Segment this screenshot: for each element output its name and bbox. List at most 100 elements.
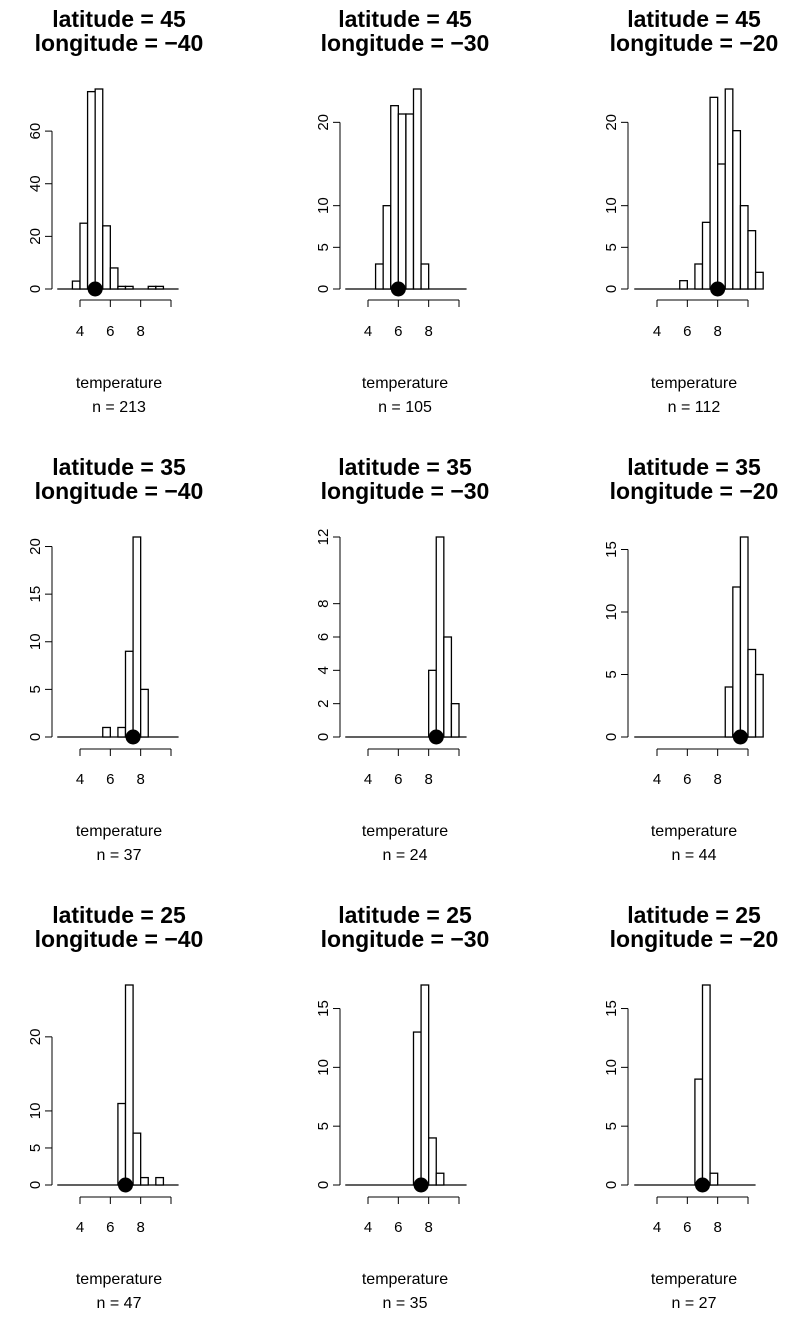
- histogram-bar: [435, 1172, 445, 1186]
- y-tick-label: 60: [27, 123, 44, 140]
- histogram-bar: [709, 1172, 719, 1186]
- histogram-bar: [155, 285, 165, 290]
- histogram-bar: [420, 984, 430, 1186]
- histogram-bar: [102, 726, 111, 738]
- histogram-bar: [428, 669, 437, 738]
- y-tick-label: 5: [603, 670, 620, 678]
- mean-marker: [390, 281, 406, 297]
- panel-title-longitude: longitude = −30: [321, 30, 490, 56]
- histogram-bar: [117, 726, 127, 738]
- y-tick-label: 5: [315, 243, 332, 251]
- panel-title-longitude: longitude = −30: [321, 926, 490, 952]
- histogram-bar: [405, 113, 415, 290]
- x-axis-label: temperature: [362, 823, 448, 840]
- x-tick-label: 4: [653, 323, 661, 340]
- y-tick-label: 0: [315, 1181, 332, 1189]
- panel-title-longitude: longitude = −20: [610, 478, 779, 504]
- x-axis-label: temperature: [651, 375, 737, 392]
- x-tick-label: 4: [76, 1219, 84, 1236]
- panel-title-longitude: longitude = −40: [35, 30, 204, 56]
- y-tick-label: 10: [603, 1059, 620, 1076]
- x-tick-label: 4: [653, 771, 661, 788]
- panel-title-latitude: latitude = 25: [338, 902, 472, 928]
- sample-size-label: n = 213: [92, 399, 146, 416]
- x-tick-label: 8: [136, 323, 144, 340]
- x-tick-label: 6: [394, 323, 402, 340]
- histogram-bar: [132, 536, 142, 738]
- y-tick-label: 5: [603, 1122, 620, 1130]
- y-tick-label: 12: [315, 529, 332, 546]
- histogram-bar: [94, 88, 104, 290]
- histogram-bar: [747, 648, 757, 738]
- histogram-bar: [124, 650, 134, 738]
- histogram-bar: [754, 673, 764, 738]
- x-tick-label: 8: [424, 323, 432, 340]
- histogram-bar: [155, 1176, 165, 1186]
- histogram-bar: [412, 1031, 422, 1186]
- y-tick-label: 15: [603, 541, 620, 558]
- histogram-bar: [86, 90, 96, 290]
- y-tick-label: 20: [27, 228, 44, 245]
- x-tick-label: 6: [683, 1219, 691, 1236]
- sample-size-label: n = 112: [668, 399, 721, 416]
- y-tick-label: 2: [315, 699, 332, 707]
- x-tick-label: 4: [76, 771, 84, 788]
- histogram-bar: [443, 636, 453, 738]
- histogram-bar: [412, 88, 422, 290]
- histogram-bar: [71, 280, 81, 290]
- histogram-bar: [717, 163, 726, 290]
- x-tick-label: 8: [424, 1219, 432, 1236]
- mean-marker: [732, 729, 748, 745]
- x-tick-label: 6: [106, 1219, 114, 1236]
- histogram-bar: [701, 984, 711, 1186]
- histogram-bar: [747, 230, 757, 290]
- histogram-bar: [102, 225, 111, 290]
- x-tick-label: 4: [76, 323, 84, 340]
- panel-title-latitude: latitude = 45: [627, 6, 761, 32]
- x-tick-label: 6: [394, 771, 402, 788]
- panel-title-longitude: longitude = −20: [610, 926, 779, 952]
- histogram-bar: [739, 536, 749, 738]
- histogram-bar: [79, 222, 89, 290]
- histogram-bar: [732, 130, 742, 290]
- histogram-bar: [724, 686, 734, 738]
- y-tick-label: 5: [27, 1144, 44, 1152]
- histogram-bar: [374, 263, 384, 290]
- y-tick-label: 0: [315, 285, 332, 293]
- histogram-bar: [117, 285, 127, 290]
- x-axis-label: temperature: [76, 1271, 162, 1288]
- x-tick-label: 8: [713, 323, 721, 340]
- y-tick-label: 10: [27, 1103, 44, 1120]
- y-tick-label: 10: [315, 197, 332, 214]
- histogram-bar: [679, 280, 688, 290]
- y-tick-label: 0: [27, 733, 44, 741]
- sample-size-label: n = 105: [378, 399, 432, 416]
- x-tick-label: 6: [394, 1219, 402, 1236]
- x-axis-label: temperature: [362, 375, 448, 392]
- histogram-bar: [382, 205, 392, 290]
- histogram-bar: [754, 271, 764, 290]
- y-tick-label: 5: [315, 1122, 332, 1130]
- histogram-bar: [140, 688, 149, 738]
- histogram-bar: [694, 263, 704, 290]
- y-tick-label: 0: [603, 733, 620, 741]
- mean-marker: [125, 729, 141, 745]
- panel-title-longitude: longitude = −40: [35, 478, 204, 504]
- histogram-bar: [124, 285, 134, 290]
- y-tick-label: 0: [27, 1181, 44, 1189]
- y-tick-label: 5: [603, 243, 620, 251]
- panel-title-latitude: latitude = 25: [627, 902, 761, 928]
- y-tick-label: 4: [315, 666, 332, 674]
- y-tick-label: 40: [27, 175, 44, 192]
- y-tick-label: 10: [603, 604, 620, 621]
- histogram-bar: [109, 267, 119, 290]
- histogram-bar: [435, 536, 445, 738]
- y-tick-label: 6: [315, 633, 332, 641]
- histogram-bar: [739, 205, 749, 290]
- y-tick-label: 20: [603, 114, 620, 131]
